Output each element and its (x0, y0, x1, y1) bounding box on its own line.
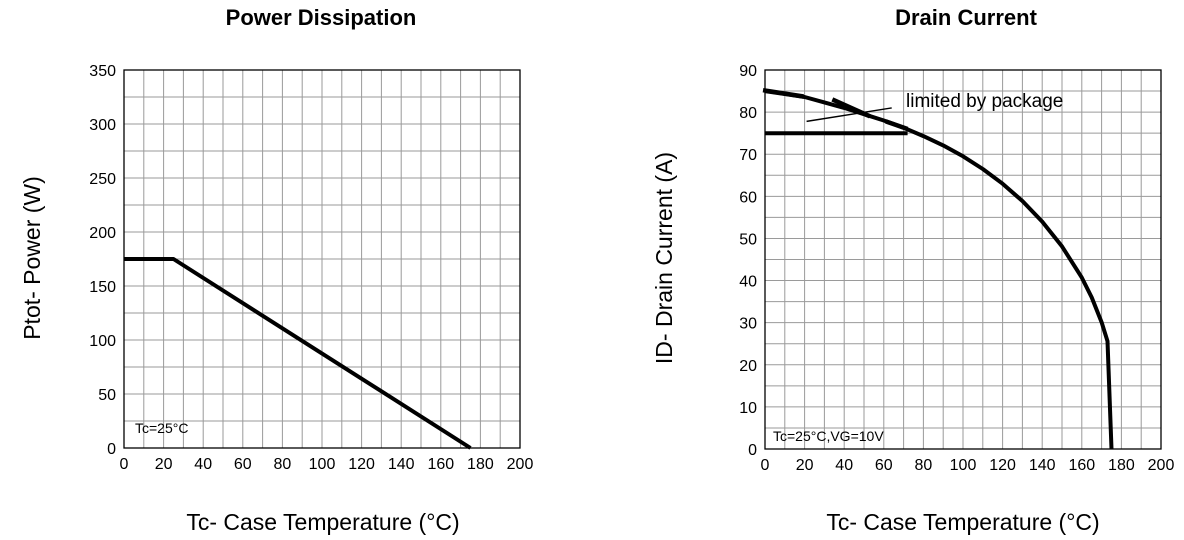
package-limit-dash (762, 87, 804, 99)
x-tick-label: 180 (467, 456, 494, 473)
package-leader-line (806, 107, 892, 123)
package-limit-marker (762, 87, 909, 132)
x-tick-label: 180 (1108, 457, 1135, 474)
x-tick-label: 80 (915, 457, 933, 474)
series-group (124, 257, 472, 450)
x-axis-label: Tc- Case Temperature (°C) (826, 509, 1099, 535)
x-tick-label: 0 (120, 456, 129, 473)
x-tick-label: 200 (1148, 457, 1175, 474)
x-tick-label: 60 (234, 456, 252, 473)
y-axis-label: Ptot- Power (W) (19, 176, 45, 340)
series-line (764, 89, 1114, 450)
package-limit-label: limited by package (906, 91, 1063, 112)
grid (123, 69, 521, 449)
y-tick-label: 80 (739, 105, 757, 122)
y-tick-label: 200 (89, 225, 116, 242)
x-tick-label: 120 (348, 456, 375, 473)
chart-title: Drain Current (895, 5, 1037, 30)
series-group (764, 89, 1114, 450)
y-axis-label: ID- Drain Current (A) (651, 152, 677, 364)
x-tick-label: 60 (875, 457, 893, 474)
y-tick-label: 90 (739, 63, 757, 80)
y-tick-label: 0 (107, 441, 116, 458)
y-tick-label: 0 (748, 442, 757, 459)
x-tick-label: 0 (761, 457, 770, 474)
condition-annotation: Tc=25°C,VG=10V (773, 428, 884, 444)
y-tick-label: 300 (89, 117, 116, 134)
x-tick-label: 160 (1068, 457, 1095, 474)
drain-current-chart: Drain Current 0 20 40 60 80 100 120 140 160 180 20… (651, 5, 1174, 535)
x-tick-label: 20 (155, 456, 173, 473)
x-tick-labels: 0 20 40 60 80 100 120 140 160 180 200 (120, 456, 534, 473)
y-tick-labels: 0 50 100 150 200 250 300 350 (89, 63, 116, 458)
y-tick-label: 100 (89, 333, 116, 350)
y-tick-label: 70 (739, 147, 757, 164)
x-tick-label: 160 (427, 456, 454, 473)
y-tick-label: 40 (739, 274, 757, 291)
package-limit-dash (885, 119, 909, 132)
x-axis-label: Tc- Case Temperature (°C) (186, 509, 459, 535)
x-tick-label: 40 (194, 456, 212, 473)
y-tick-label: 50 (98, 387, 116, 404)
x-tick-label: 140 (388, 456, 415, 473)
x-tick-label: 20 (796, 457, 814, 474)
x-tick-label: 140 (1029, 457, 1056, 474)
y-tick-label: 20 (739, 358, 757, 375)
y-tick-label: 60 (739, 189, 757, 206)
x-tick-label: 40 (835, 457, 853, 474)
y-tick-label: 10 (739, 400, 757, 417)
power-dissipation-chart: Power Dissipation 0 20 40 60 80 100 120 140 160 1… (19, 5, 533, 535)
y-tick-labels: 0 10 20 30 40 50 60 70 80 90 (739, 63, 757, 459)
x-tick-label: 100 (950, 457, 977, 474)
package-limit-dash (831, 97, 871, 119)
condition-annotation: Tc=25°C (135, 420, 188, 436)
x-tick-label: 120 (989, 457, 1016, 474)
y-tick-label: 350 (89, 63, 116, 80)
chart-title: Power Dissipation (226, 5, 417, 30)
x-tick-label: 100 (309, 456, 336, 473)
y-tick-label: 30 (739, 316, 757, 333)
y-tick-label: 150 (89, 279, 116, 296)
series-line (124, 257, 472, 450)
y-tick-label: 50 (739, 231, 757, 248)
y-tick-label: 250 (89, 171, 116, 188)
grid (764, 69, 1162, 450)
x-tick-label: 200 (507, 456, 534, 473)
x-tick-labels: 0 20 40 60 80 100 120 140 160 180 200 (761, 457, 1175, 474)
plot-frame (764, 69, 1162, 450)
x-tick-label: 80 (274, 456, 292, 473)
